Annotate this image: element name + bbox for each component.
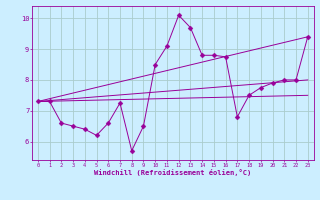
X-axis label: Windchill (Refroidissement éolien,°C): Windchill (Refroidissement éolien,°C) xyxy=(94,169,252,176)
